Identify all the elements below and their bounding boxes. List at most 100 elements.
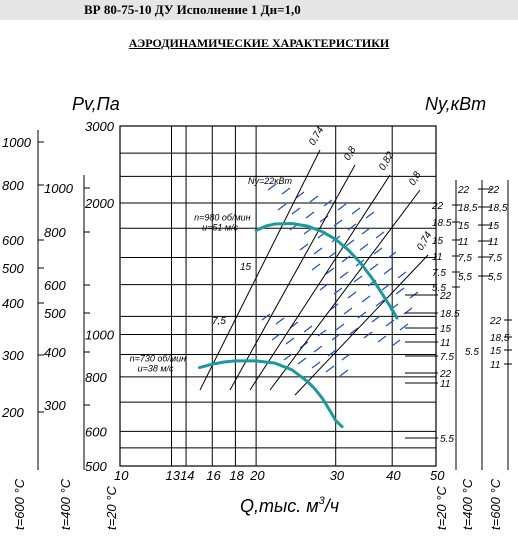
axis-730-label: 600 <box>44 278 66 293</box>
power-axis-label: 7,5 <box>488 253 502 264</box>
power-dash <box>305 211 315 219</box>
power-dash <box>399 323 409 331</box>
power-dash <box>291 207 301 215</box>
power-dash <box>277 203 287 211</box>
power-axis-label: 15 <box>458 221 470 232</box>
y-tick-label: 3000 <box>85 119 115 134</box>
power-dash <box>281 187 291 195</box>
power-dash <box>311 263 321 271</box>
temperature-label: t=400 °C <box>460 478 475 530</box>
axis-600-label: 800 <box>2 178 24 193</box>
power-dash <box>337 203 347 211</box>
axis-730-label: 400 <box>44 345 66 360</box>
power-dash <box>341 353 351 361</box>
power-dash <box>357 311 367 319</box>
efficiency-line <box>294 254 429 396</box>
power-dash <box>369 263 379 271</box>
power-dash <box>319 283 329 291</box>
power-dash <box>275 317 285 325</box>
efficiency-label: 0,8 <box>407 170 424 188</box>
y-tick-label: 1000 <box>85 327 115 342</box>
axis-600-label: 200 <box>1 405 24 420</box>
header-title: ВР 80-75-10 ДУ Исполнение 1 Дн=1,0 <box>84 2 301 17</box>
y-tick-label: 2000 <box>84 196 115 211</box>
efficiency-line <box>249 174 391 391</box>
x-tick-label: 30 <box>330 468 345 483</box>
x-tick-label: 16 <box>206 468 221 483</box>
chart-grid <box>119 125 437 467</box>
power-dash <box>397 271 407 279</box>
axis-730-label: 300 <box>44 398 66 413</box>
x-tick-label: 18 <box>229 468 244 483</box>
x-axis-title: Q,тыс. м3/ч <box>240 495 339 516</box>
x-tick-label: 14 <box>180 468 194 483</box>
x-tick-label: 10 <box>114 468 129 483</box>
power-axis-label: 18,5 <box>458 203 478 214</box>
power-dash <box>317 329 327 337</box>
power-dash <box>385 319 395 327</box>
label-layer: 10 13 14 16 18 20 30 40 50 500 600 800 1000 2000 3000 3… <box>1 94 510 530</box>
y-tick-label: 600 <box>85 424 107 439</box>
power-axis-label: 15 <box>490 346 502 357</box>
temperature-label: t=400 °C <box>58 478 73 530</box>
power-dash <box>261 313 271 321</box>
power-leader-label: 15 <box>440 324 452 335</box>
power-dash <box>331 333 341 341</box>
page-title: АЭРОДИНАМИЧЕСКИЕ ХАРАКТЕРИСТИКИ <box>128 36 390 50</box>
power-leader-label: 22 <box>439 369 452 380</box>
power-dash <box>339 369 349 377</box>
power-dash <box>343 307 353 315</box>
power-axis-label: 5,5 <box>458 272 472 283</box>
y2-axis-title: Ny,кВт <box>425 94 486 114</box>
efficiency-line <box>199 149 321 391</box>
power-leader-label: 5.5 <box>440 434 454 445</box>
axis-600-label: 600 <box>2 233 24 248</box>
power-dash <box>327 251 337 259</box>
power-axis-label: 7.5 <box>432 268 446 279</box>
power-dash <box>341 255 351 263</box>
power-dash <box>373 247 383 255</box>
power-dash <box>347 291 357 299</box>
efficiency-line <box>229 164 356 391</box>
power-axis-label: 22 <box>431 201 444 212</box>
power-dash <box>361 227 371 235</box>
axis-600-label: 500 <box>2 261 24 276</box>
x-tick-label: 50 <box>430 468 445 483</box>
power-dash <box>311 361 321 369</box>
efficiency-label: 0,74 <box>307 125 326 148</box>
x-tick-label: 20 <box>249 468 265 483</box>
power-dash <box>375 231 385 239</box>
power-axis-label: 11 <box>432 252 442 263</box>
power-leader-label: 7.5 <box>440 352 454 363</box>
power-dash <box>327 349 337 357</box>
performance-curve-730 <box>198 359 344 429</box>
power-dash <box>303 227 313 235</box>
power-dash <box>297 357 307 365</box>
motor-label: 7,5 <box>212 316 226 327</box>
power-dash <box>353 275 363 283</box>
x-tick-label: 40 <box>386 468 401 483</box>
axis-730-label: 500 <box>44 306 66 321</box>
temperature-label: t=20 °C <box>434 486 449 530</box>
power-dash <box>361 295 371 303</box>
power-axis-label: 18,5 <box>488 203 508 214</box>
power-dash <box>283 353 293 361</box>
power-axis-label: 11 <box>490 360 500 371</box>
power-axis-label: 5,5 <box>488 272 502 283</box>
axis-730-label: 800 <box>44 225 66 240</box>
power-dash <box>325 267 335 275</box>
y-tick-label: 500 <box>85 459 107 474</box>
curve-layer <box>198 221 399 429</box>
axis-600-label: 1000 <box>2 135 32 150</box>
power-dash <box>391 339 401 347</box>
power-dash <box>271 333 281 341</box>
power-axis-label: 7,5 <box>458 253 472 264</box>
power-dash <box>395 287 405 295</box>
power-dash <box>303 325 313 333</box>
axis-layer <box>37 130 512 470</box>
power-dash <box>333 219 343 227</box>
power-axis-label: 11 <box>458 237 468 248</box>
power-axis-label: 11 <box>488 237 498 248</box>
power-dash <box>313 247 323 255</box>
power-dash <box>333 287 343 295</box>
